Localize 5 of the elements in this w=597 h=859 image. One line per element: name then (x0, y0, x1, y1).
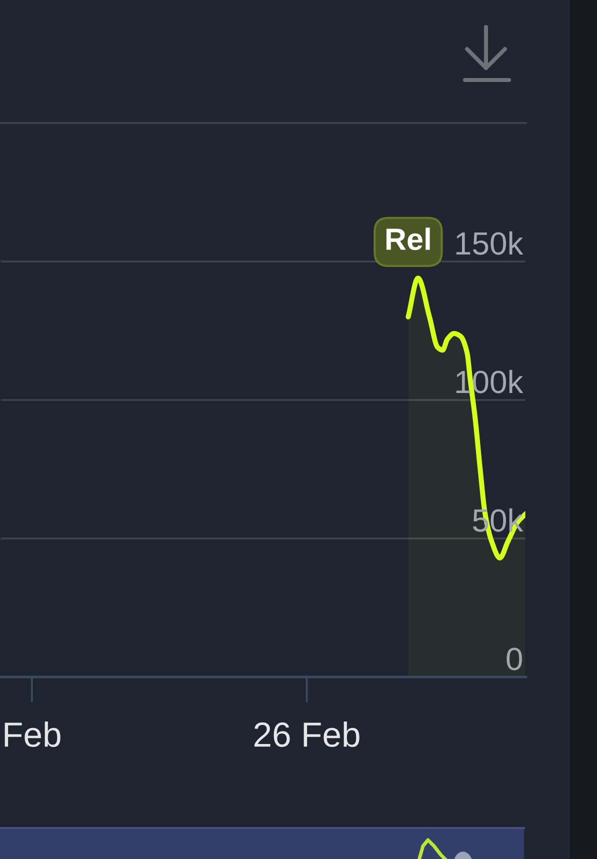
x-tick-label: Feb (4, 721, 60, 747)
y-tick-label: 150k (456, 231, 524, 255)
series-label: Rel (386, 228, 430, 250)
y-tick-label: 0 (506, 648, 522, 670)
x-tick-label: 26 Feb (254, 721, 360, 747)
